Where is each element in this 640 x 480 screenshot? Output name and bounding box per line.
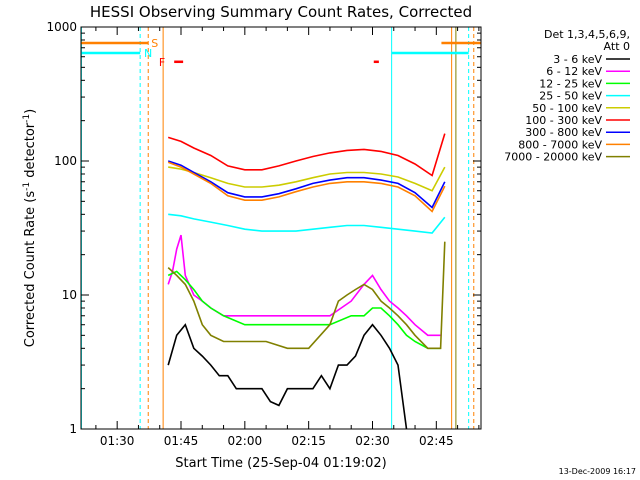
x-tick-label: 02:00 — [228, 434, 263, 448]
series-line-50-100-kev — [168, 166, 446, 192]
legend-label-800-7000-kev: 800 - 7000 keV — [518, 138, 602, 151]
legend-header-line-1: Det 1,3,4,5,6,9, — [544, 28, 630, 41]
chart-title: HESSI Observing Summary Count Rates, Cor… — [90, 3, 472, 21]
flag-label-f: F — [159, 56, 165, 69]
x-tick-label: 02:30 — [355, 434, 390, 448]
footer-date: 13-Dec-2009 16:17 — [559, 467, 636, 476]
legend-label-300-800-kev: 300 - 800 keV — [525, 126, 602, 139]
y-tick-label: 10 — [62, 288, 77, 302]
legend-label-6-12-kev: 6 - 12 keV — [546, 65, 602, 78]
series-line-25-50-kev — [168, 213, 446, 234]
series-line-12-25-kev — [167, 270, 441, 350]
legend-label-3-6-kev: 3 - 6 keV — [553, 53, 602, 66]
x-axis-label: Start Time (25-Sep-04 01:19:02) — [175, 456, 386, 471]
flag-label-n: N — [144, 47, 152, 60]
x-tick-label: 02:45 — [419, 434, 454, 448]
y-tick-label: 1000 — [46, 20, 77, 34]
series-line-7000-20000-kev — [167, 241, 446, 350]
series-line-300-800-kev — [167, 160, 446, 209]
legend-label-100-300-kev: 100 - 300 keV — [525, 114, 602, 127]
flag-label-s: S — [151, 37, 158, 50]
legend-header-line-2: Att 0 — [604, 40, 630, 53]
series-line-3-6-kev — [167, 323, 408, 430]
series-line-800-7000-kev — [167, 161, 446, 213]
x-tick-label: 02:15 — [291, 434, 326, 448]
y-tick-label: 100 — [54, 154, 77, 168]
legend-label-25-50-kev: 25 - 50 keV — [539, 90, 602, 103]
y-axis-label: Corrected Count Rate (s-1 detector-1) — [22, 109, 38, 347]
legend-label-50-100-kev: 50 - 100 keV — [532, 102, 602, 115]
legend-label-12-25-kev: 12 - 25 keV — [539, 77, 602, 90]
plot-frame — [80, 26, 482, 430]
y-tick-label: 1 — [69, 422, 77, 436]
legend-label-7000-20000-kev: 7000 - 20000 keV — [504, 151, 602, 164]
series-line-100-300-kev — [167, 133, 446, 177]
x-tick-label: 01:45 — [164, 434, 199, 448]
series-line-6-12-kev — [167, 234, 441, 337]
x-tick-label: 01:30 — [100, 434, 135, 448]
